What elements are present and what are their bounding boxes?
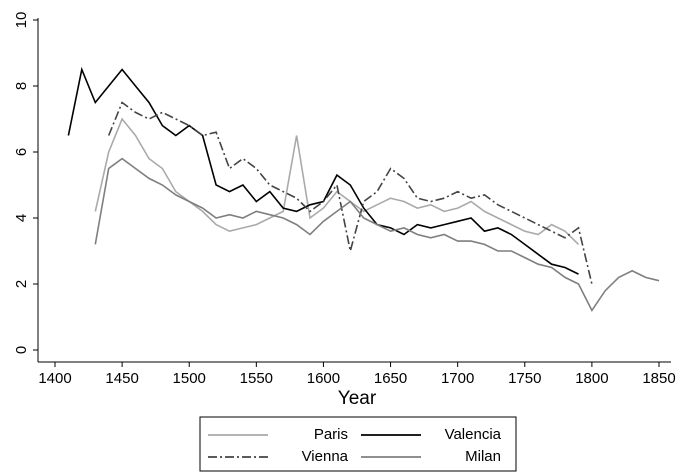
x-tick-label: 1500 (173, 370, 206, 387)
x-tick-label: 1600 (307, 370, 340, 387)
x-axis-title: Year (338, 388, 377, 409)
x-tick-label: 1800 (575, 370, 608, 387)
x-tick-label: 1650 (374, 370, 407, 387)
line-series (107, 101, 593, 285)
x-tick-label: 1750 (508, 370, 541, 387)
legend-label: Paris (314, 426, 348, 443)
x-tick-label: 1550 (240, 370, 273, 387)
legend-label: Vienna (302, 448, 349, 465)
y-tick-label: 0 (13, 346, 30, 354)
legend-box (199, 416, 517, 472)
y-tick-label: 10 (13, 12, 30, 29)
y-tick-label: 6 (13, 148, 30, 156)
y-tick-label: 8 (13, 82, 30, 90)
line-series (94, 117, 580, 245)
legend-label: Valencia (445, 426, 502, 443)
x-tick-label: 1700 (441, 370, 474, 387)
line-series (94, 157, 660, 312)
y-tick-label: 4 (13, 214, 30, 222)
y-tick-label: 2 (13, 280, 30, 288)
x-tick-label: 1400 (38, 370, 71, 387)
x-tick-label: 1450 (105, 370, 138, 387)
legend-label: Milan (465, 448, 501, 465)
legend: Paris Valencia Vienna Milan (199, 416, 517, 472)
line-series (67, 66, 579, 275)
x-tick-label: 1850 (642, 370, 675, 387)
